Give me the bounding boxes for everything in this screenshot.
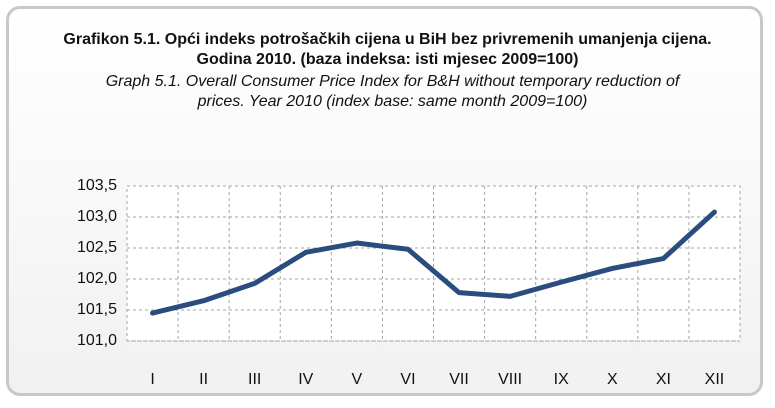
x-tick-label: V [352,371,363,388]
y-tick-label: 102,0 [77,270,117,287]
x-tick-label: VIII [498,371,522,388]
x-tick-label: XII [705,371,725,388]
x-tick-label: III [248,371,261,388]
chart-title: Grafikon 5.1. Opći indeks potrošačkih ci… [63,31,712,68]
x-tick-label: II [199,371,208,388]
x-tick-label: VII [449,371,469,388]
x-tick-label: IV [298,371,313,388]
x-tick-label: IX [554,371,569,388]
y-tick-label: 103,5 [77,177,117,194]
data-line [150,209,717,316]
y-tick-label: 103,0 [77,208,117,225]
plot-border [126,185,741,342]
x-tick-label: I [150,371,154,388]
y-tick-label: 101,0 [77,332,117,349]
x-tick-label: X [607,371,618,388]
x-tick-label: XI [656,371,671,388]
y-tick-label: 101,5 [77,301,117,318]
chart-subtitle: Graph 5.1. Overall Consumer Price Index … [105,73,680,110]
x-tick-label: VI [400,371,415,388]
y-tick-label: 102,5 [77,239,117,256]
